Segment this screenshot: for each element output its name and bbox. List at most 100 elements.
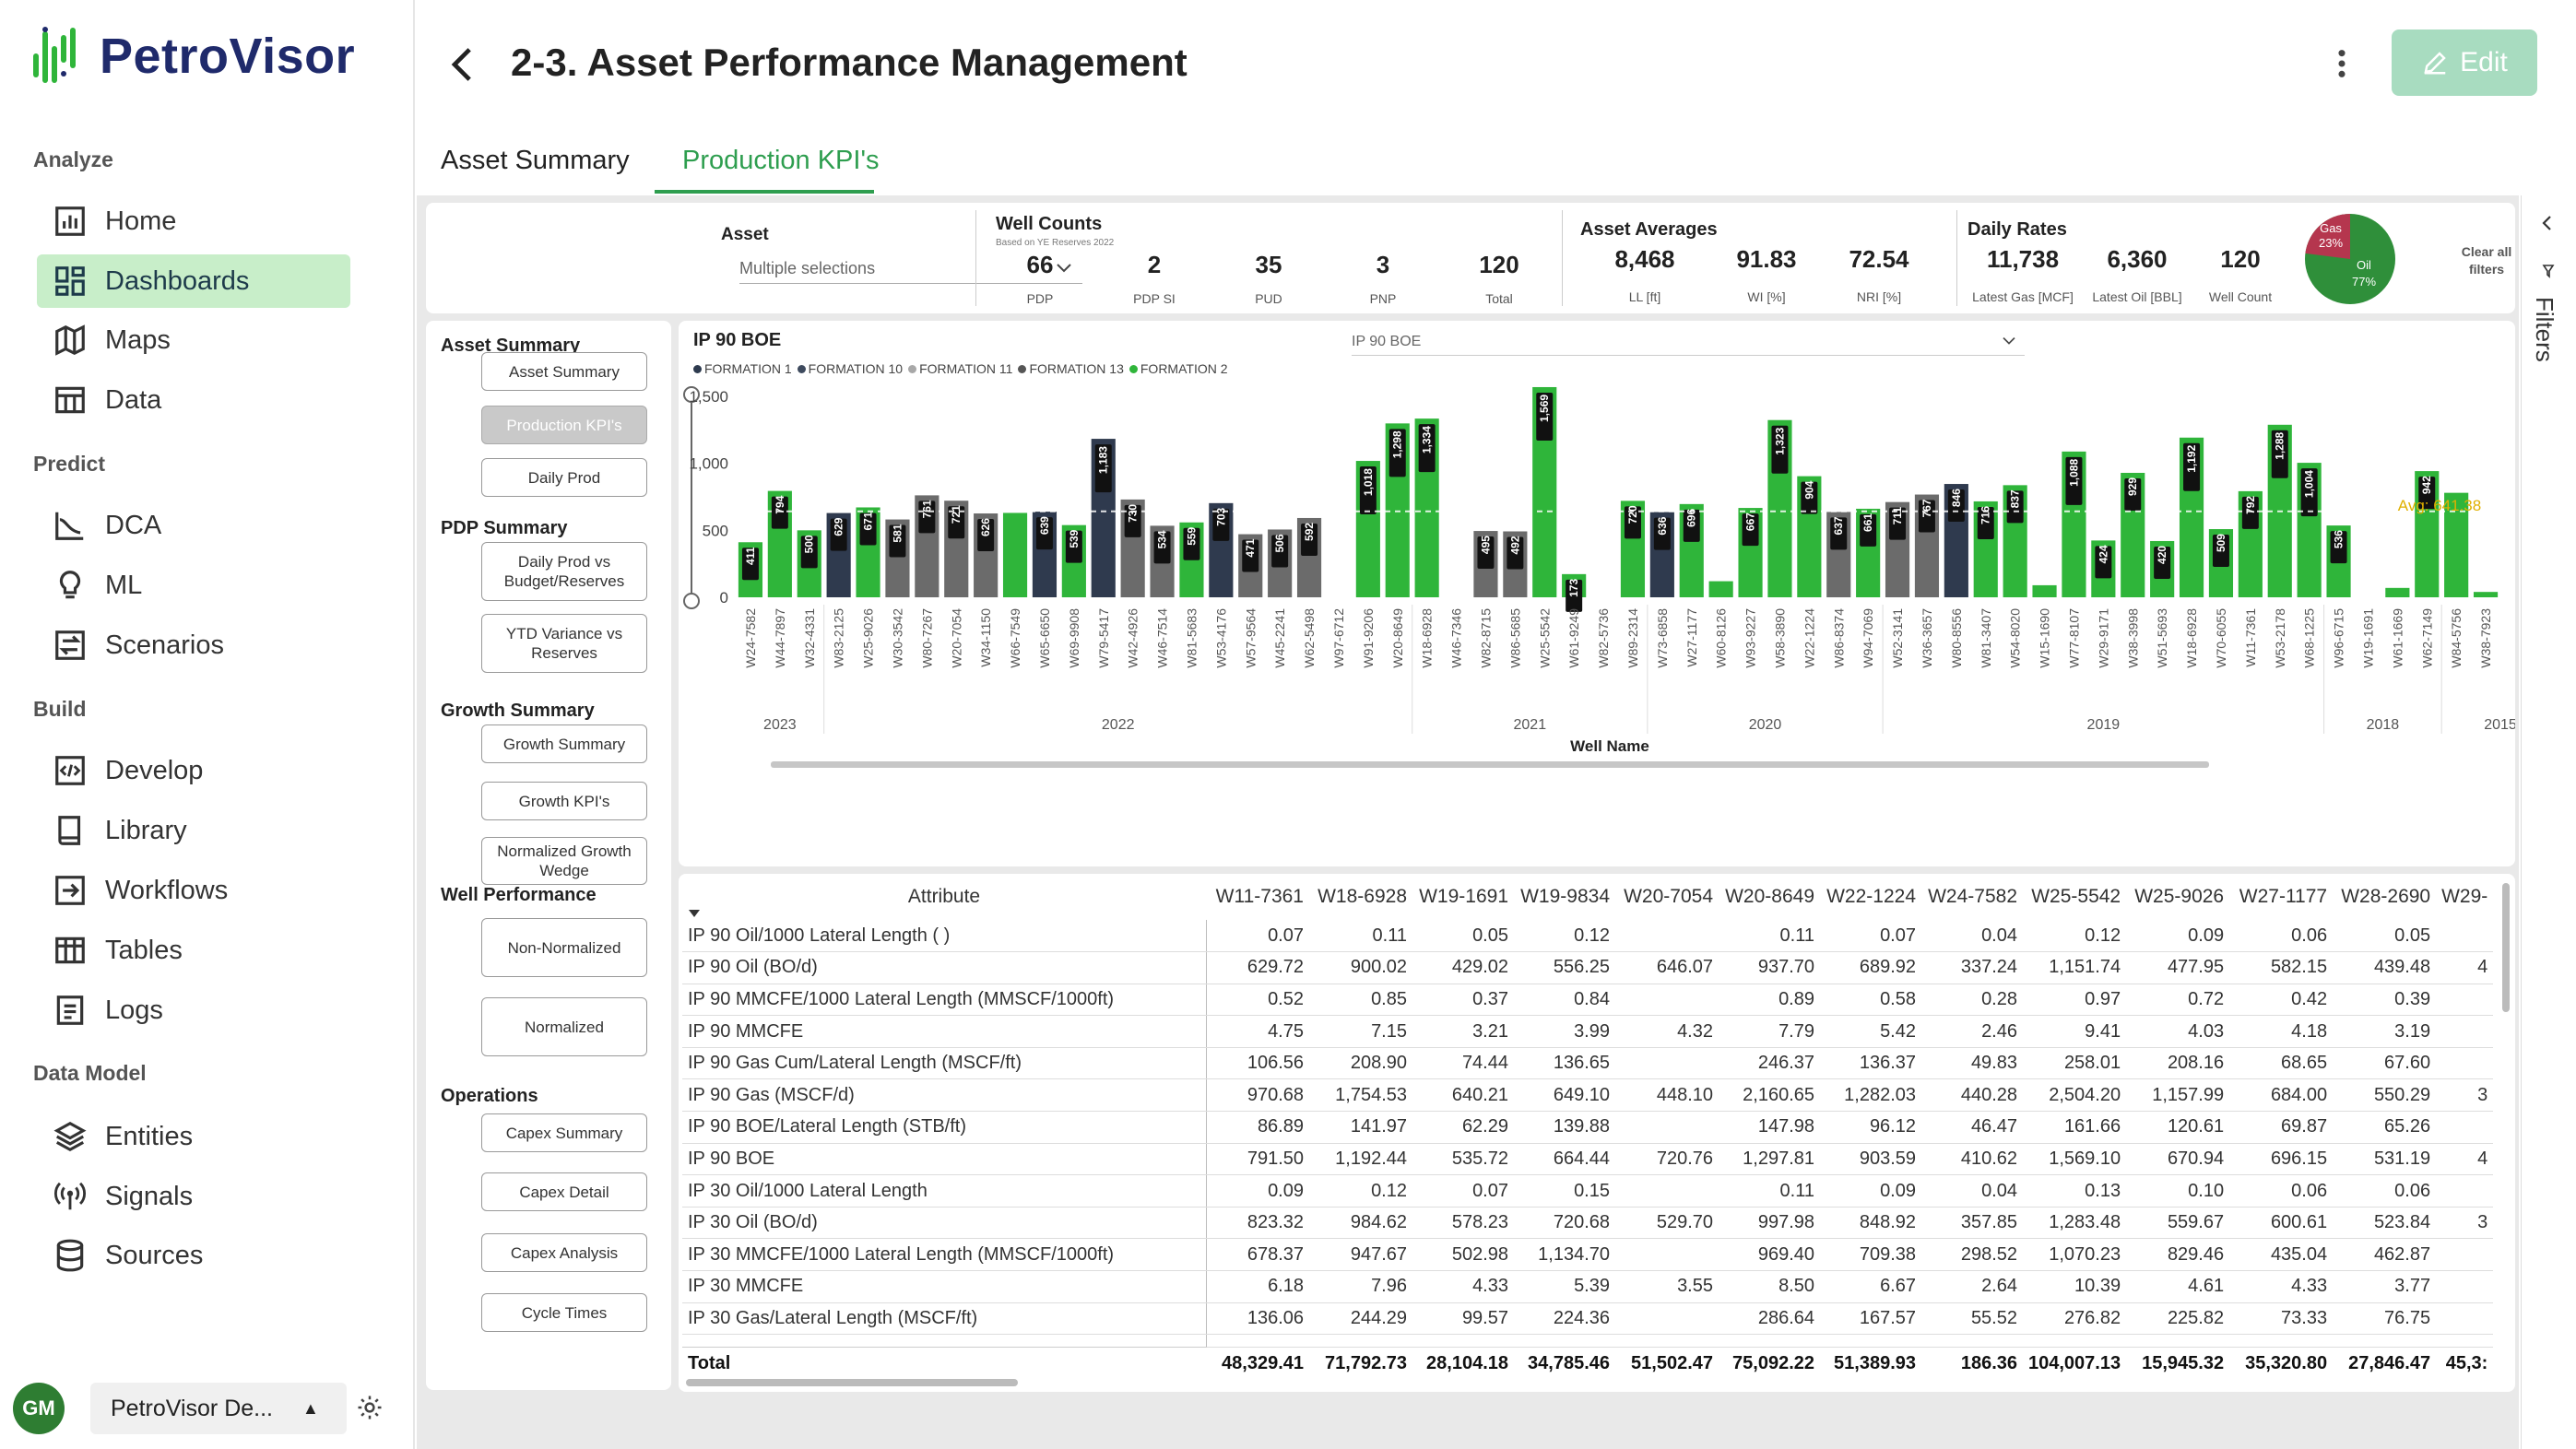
value-cell — [1615, 1174, 1719, 1208]
vertical-scrollbar[interactable] — [2502, 883, 2510, 1012]
attribute-cell: IP 90 Oil/1000 Lateral Length ( ) — [682, 920, 1207, 953]
gas-slice[interactable] — [2305, 214, 2350, 259]
matrix-column-header[interactable]: W28-2690 — [2341, 886, 2431, 907]
bar-data-label: 792 — [2244, 496, 2257, 514]
value-cell: 969.40 — [1719, 1238, 1820, 1272]
edit-button[interactable]: Edit — [2392, 29, 2537, 96]
kpi-value: 3 — [1376, 251, 1390, 278]
petrovisor-logo[interactable]: PetroVisor — [31, 26, 355, 87]
value-cell: 3.19 — [2333, 1015, 2437, 1048]
legend-item[interactable]: FORMATION 11 — [908, 361, 1012, 376]
sidebar-item-entities[interactable]: Entities — [37, 1110, 350, 1163]
legend-item[interactable]: FORMATION 1 — [693, 361, 792, 376]
workspace-selector[interactable]: PetroVisor De... ▲ — [90, 1383, 347, 1434]
matrix-column-header[interactable]: W25-5542 — [2031, 886, 2121, 907]
value-cell: 0.84 — [1514, 984, 1615, 1017]
legend-item[interactable]: FORMATION 10 — [797, 361, 903, 376]
value-cell: 0.11 — [1719, 1174, 1820, 1208]
clear-filters-button[interactable]: Clear all filters — [2461, 244, 2512, 277]
nav-section-title: Operations — [441, 1086, 538, 1106]
matrix-column-header[interactable]: W20-7054 — [1624, 886, 1713, 907]
sidebar-item-maps[interactable]: Maps — [37, 313, 350, 367]
sidebar-item-scenarios[interactable]: Scenarios — [37, 618, 350, 672]
chart-bar[interactable] — [2473, 592, 2499, 597]
sidebar-item-signals[interactable]: Signals — [37, 1170, 350, 1223]
page-nav-button[interactable]: Daily Prod — [481, 458, 647, 497]
chevron-left-icon[interactable] — [2540, 214, 2555, 232]
matrix-column-header[interactable]: W24-7582 — [1928, 886, 2017, 907]
legend-item[interactable]: FORMATION 13 — [1018, 361, 1124, 376]
asset-slicer-dropdown[interactable]: Multiple selections — [739, 254, 1082, 284]
sidebar-item-dashboards[interactable]: Dashboards — [37, 254, 350, 308]
value-cell: 970.68 — [1206, 1078, 1309, 1113]
sidebar-item-library[interactable]: Library — [37, 804, 350, 857]
measure-selector[interactable]: IP 90 BOE — [1352, 328, 2025, 356]
tab-asset-summary[interactable]: Asset Summary — [441, 146, 630, 175]
page-nav-button[interactable]: Capex Analysis — [481, 1233, 647, 1272]
legend-item[interactable]: FORMATION 2 — [1128, 361, 1228, 376]
chart-bar[interactable] — [2385, 587, 2410, 597]
avatar[interactable]: GM — [13, 1383, 65, 1434]
chart-bar[interactable] — [2444, 492, 2469, 597]
range-slider-top-handle[interactable] — [683, 386, 700, 403]
gas-oil-pie-chart[interactable]: Gas 23% Oil 77% — [2303, 212, 2397, 306]
chart-scrollbar[interactable] — [771, 761, 2209, 768]
matrix-column-header[interactable]: W19-9834 — [1520, 886, 1610, 907]
page-nav-button[interactable]: Growth KPI's — [481, 782, 647, 820]
sidebar-item-ml[interactable]: ML — [37, 559, 350, 612]
matrix-column-header[interactable]: W25-9026 — [2134, 886, 2225, 907]
chart-bar[interactable] — [2032, 584, 2057, 597]
sidebar-item-data[interactable]: Data — [37, 373, 350, 427]
gear-icon[interactable] — [356, 1394, 384, 1421]
range-slider-bottom-handle[interactable] — [683, 593, 700, 609]
matrix-column-header[interactable]: W18-6928 — [1318, 886, 1407, 907]
x-tick-label: W44-7897 — [773, 608, 787, 668]
page-nav-button[interactable]: Normalized Growth Wedge — [481, 837, 647, 885]
tab-production-kpis[interactable]: Production KPI's — [682, 146, 880, 175]
sidebar-item-logs[interactable]: Logs — [37, 984, 350, 1037]
back-arrow-icon[interactable] — [446, 44, 479, 85]
value-cell: 684.00 — [2229, 1078, 2334, 1113]
bar-data-label: 534 — [1156, 530, 1169, 548]
sidebar-item-develop[interactable]: Develop — [37, 744, 350, 797]
matrix-column-header[interactable]: W29- — [2441, 886, 2488, 907]
page-nav-button[interactable]: Capex Summary — [481, 1113, 647, 1152]
page-nav-button[interactable]: Production KPI's — [481, 406, 647, 444]
matrix-column-header[interactable]: W19-1691 — [1419, 886, 1508, 907]
sidebar-item-workflows[interactable]: Workflows — [37, 864, 350, 917]
page-nav-button[interactable]: Growth Summary — [481, 724, 647, 763]
bar-data-label: 761 — [920, 500, 933, 518]
value-cell: 3.55 — [1615, 1270, 1719, 1303]
page-nav-button[interactable]: Normalized — [481, 997, 647, 1056]
sidebar-item-sources[interactable]: Sources — [37, 1229, 350, 1282]
more-options-icon[interactable] — [2334, 48, 2349, 79]
page-nav-button[interactable]: Daily Prod vs Budget/Reserves — [481, 542, 647, 601]
kpi-value: 120 — [2220, 245, 2261, 273]
total-value-cell: 75,092.22 — [1732, 1352, 1814, 1373]
table-row: IP 90 MMCFE 4.75 7.15 3.21 3.99 4.32 7.79 5.42 2… — [682, 1015, 2494, 1048]
chart-bar[interactable] — [1708, 581, 1733, 597]
bar-label-bg — [1477, 536, 1495, 570]
page-nav-button[interactable]: Asset Summary — [481, 352, 647, 391]
matrix-column-header[interactable]: W11-7361 — [1215, 886, 1304, 907]
table-row: IP 30 Oil/1000 Lateral Length 0.09 0.12 0.0… — [682, 1174, 2494, 1208]
matrix-column-header[interactable]: W20-8649 — [1725, 886, 1814, 907]
chart-bar[interactable] — [1002, 512, 1028, 597]
sidebar-item-dca[interactable]: DCA — [37, 499, 350, 552]
attribute-matrix: Attribute W11-7361 W18-6928 W19-1691 W19-983… — [679, 874, 2515, 1392]
page-nav-button[interactable]: Non-Normalized — [481, 918, 647, 977]
value-cell: 62.29 — [1412, 1111, 1514, 1144]
sidebar-item-tables[interactable]: Tables — [37, 924, 350, 977]
page-nav-button[interactable]: YTD Variance vs Reserves — [481, 614, 647, 673]
horizontal-scrollbar[interactable] — [686, 1379, 1018, 1386]
matrix-column-header[interactable]: W27-1177 — [2239, 886, 2328, 907]
page-nav-button[interactable]: Cycle Times — [481, 1293, 647, 1332]
matrix-column-header[interactable]: W22-1224 — [1826, 886, 1916, 907]
sort-arrow-icon[interactable] — [688, 909, 701, 918]
matrix-column-header[interactable]: Attribute — [907, 886, 981, 907]
value-cell: 629.72 — [1206, 951, 1309, 984]
bar-data-label: 506 — [1273, 534, 1286, 552]
filters-pane[interactable]: Filters — [2521, 195, 2576, 1449]
page-nav-button[interactable]: Capex Detail — [481, 1172, 647, 1211]
sidebar-item-home[interactable]: Home — [37, 194, 350, 248]
